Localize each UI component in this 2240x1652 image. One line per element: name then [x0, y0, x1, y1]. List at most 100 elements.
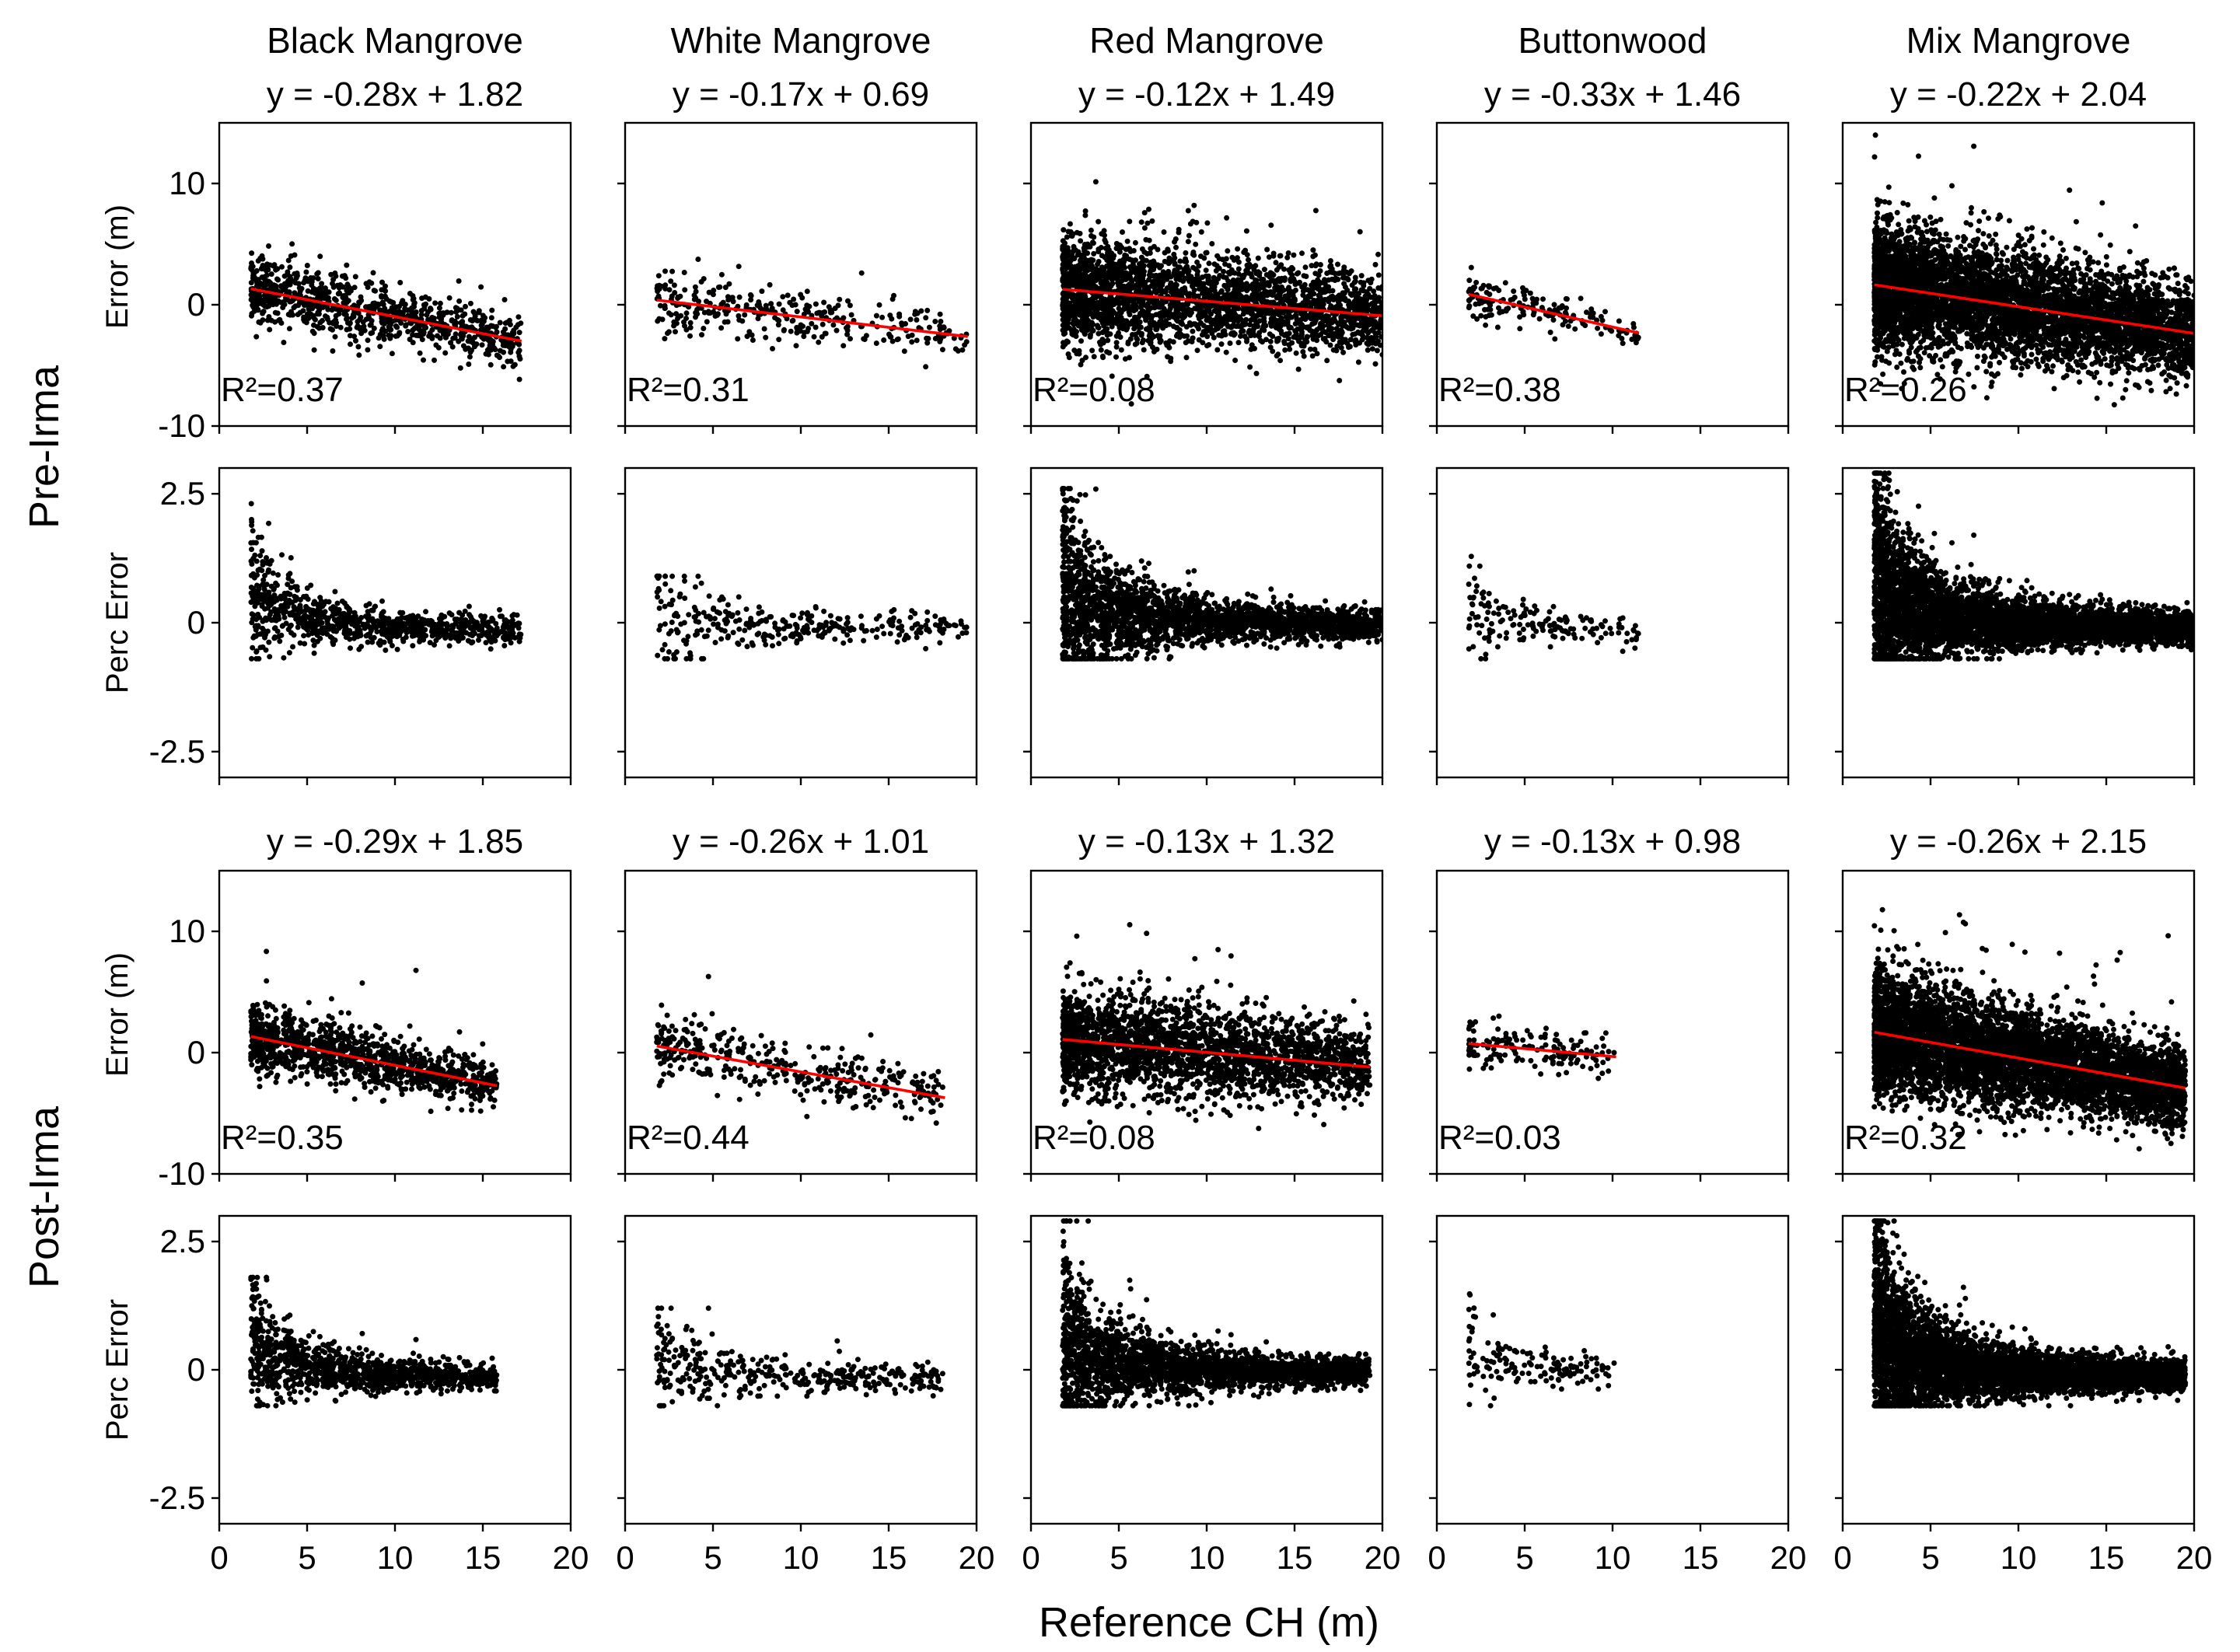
perc-error-scatter: 0 5 10 15 20 — [616, 1214, 995, 1576]
perc-error-point-cloud — [1871, 470, 2194, 662]
error-point-cloud — [1060, 922, 1373, 1131]
panel-post-irma-black-mangrove: y = -0.29x + 1.85 R²=0.35 -10 0 10 Error (m) -… — [100, 823, 589, 1576]
x-tick-label: 15 — [871, 1539, 907, 1576]
error-scatter: R²=0.26 — [1835, 121, 2196, 434]
x-tick-label: 5 — [704, 1539, 722, 1576]
fit-equation: y = -0.26x + 2.15 — [1890, 823, 2147, 861]
column-title-white-mangrove: White Mangrove — [671, 20, 931, 61]
perc-axes-frame — [624, 466, 978, 779]
panel-post-irma-white-mangrove: y = -0.26x + 1.01 R²=0.44 0 5 10 15 20 — [616, 823, 994, 1576]
x-tick-label: 10 — [1189, 1539, 1225, 1576]
error-scatter: R²=0.35 -10 0 10 Error (m) — [100, 869, 572, 1192]
regression-line — [250, 1035, 498, 1088]
x-tick-label: 15 — [1277, 1539, 1313, 1576]
fit-equation: y = -0.17x + 0.69 — [673, 75, 929, 114]
regression-line — [1874, 283, 2194, 335]
row-label-post-irma: Post-Irma — [21, 1105, 68, 1288]
perc-error-scatter — [1023, 466, 1384, 785]
x-tick-label: 20 — [959, 1539, 995, 1576]
error-points — [654, 257, 970, 370]
column-title-mix-mangrove: Mix Mangrove — [1906, 20, 2131, 61]
error-points — [1466, 264, 1641, 347]
figure-labels: Pre-Irma Post-Irma Reference CH (m) — [21, 365, 1379, 1646]
x-tick-label: 0 — [1833, 1539, 1851, 1576]
perc-error-scatter — [617, 466, 978, 785]
fit-equation: y = -0.33x + 1.46 — [1484, 75, 1741, 114]
x-tick-label: 10 — [1595, 1539, 1631, 1576]
perc-y-axis-label: Perc Error — [100, 552, 135, 693]
x-tick-label: 5 — [1515, 1539, 1533, 1576]
perc-error-scatter: -2.5 0 2.5 Perc Error — [100, 466, 572, 785]
fit-equation: y = -0.22x + 2.04 — [1890, 75, 2147, 114]
column-title-red-mangrove: Red Mangrove — [1089, 20, 1324, 61]
x-tick-label: 15 — [2088, 1539, 2125, 1576]
error-y-tick-label: 0 — [187, 286, 205, 323]
perc-error-point-cloud — [1466, 554, 1641, 662]
regression-line — [1062, 1038, 1371, 1069]
error-scatter: R²=0.08 — [1023, 121, 1384, 434]
error-scatter: R²=0.44 — [617, 869, 978, 1182]
regression-line — [656, 1044, 945, 1099]
r-squared-label: R²=0.26 — [1844, 371, 1967, 409]
panel-grid: y = -0.28x + 1.82 R²=0.37 -10 0 10 Error (m) -… — [100, 75, 2212, 1576]
x-tick-label: 15 — [1683, 1539, 1719, 1576]
perc-y-tick-label: -2.5 — [149, 733, 205, 770]
perc-y-axis-label: Perc Error — [100, 1299, 135, 1441]
error-point-cloud — [1466, 264, 1641, 347]
fit-equation: y = -0.28x + 1.82 — [267, 75, 523, 114]
error-y-tick-label: 10 — [169, 913, 205, 949]
error-scatter: R²=0.08 — [1023, 869, 1384, 1182]
perc-error-point-cloud — [654, 1305, 945, 1409]
x-tick-label: 20 — [2176, 1539, 2213, 1576]
error-point-cloud — [1871, 906, 2189, 1152]
error-point-cloud — [654, 257, 970, 370]
r-squared-label: R²=0.08 — [1033, 1119, 1155, 1157]
error-point-cloud — [1466, 1013, 1617, 1081]
error-points — [1871, 132, 2194, 408]
error-points — [1060, 922, 1373, 1131]
r-squared-label: R²=0.31 — [627, 371, 750, 409]
x-tick-label: 0 — [210, 1539, 228, 1576]
regression-line — [1874, 1030, 2186, 1090]
panel-post-irma-buttonwood: y = -0.13x + 0.98 R²=0.03 0 5 10 15 20 — [1428, 823, 1806, 1576]
panel-pre-irma-mix-mangrove: y = -0.22x + 2.04 R²=0.26 — [1835, 75, 2196, 785]
perc-error-points — [248, 1274, 500, 1409]
regression-line — [1468, 292, 1640, 335]
perc-y-tick-label: -2.5 — [149, 1479, 205, 1516]
error-points — [1466, 1013, 1617, 1081]
regression-line — [1468, 1042, 1616, 1059]
perc-error-point-cloud — [1466, 1291, 1617, 1409]
perc-error-point-cloud — [1060, 1218, 1373, 1409]
r-squared-label: R²=0.08 — [1033, 371, 1155, 409]
perc-y-tick-label: 0 — [187, 1351, 205, 1388]
error-y-axis-label: Error (m) — [100, 952, 135, 1077]
perc-error-scatter — [1835, 466, 2196, 785]
r-squared-label: R²=0.32 — [1844, 1119, 1967, 1157]
fit-equation: y = -0.12x + 1.49 — [1078, 75, 1335, 114]
perc-y-tick-label: 2.5 — [160, 475, 205, 512]
row-label-pre-irma: Pre-Irma — [21, 365, 68, 529]
error-points — [248, 241, 524, 382]
x-tick-label: 0 — [1022, 1539, 1040, 1576]
error-points — [1871, 906, 2189, 1152]
error-scatter: R²=0.37 -10 0 10 Error (m) — [100, 121, 572, 444]
perc-error-points — [1060, 486, 1382, 662]
x-tick-label: 0 — [616, 1539, 634, 1576]
error-point-cloud — [654, 973, 945, 1126]
x-tick-label: 20 — [553, 1539, 589, 1576]
error-scatter: R²=0.31 — [617, 121, 978, 434]
perc-error-point-cloud — [248, 501, 524, 662]
perc-error-scatter: 0 5 10 15 20 — [1022, 1214, 1400, 1576]
regression-line — [656, 299, 968, 338]
panel-pre-irma-buttonwood: y = -0.33x + 1.46 R²=0.38 — [1429, 75, 1790, 785]
perc-error-points — [1060, 1218, 1373, 1409]
r-squared-label: R²=0.37 — [221, 371, 344, 409]
x-tick-label: 10 — [783, 1539, 819, 1576]
column-titles: Black Mangrove White Mangrove Red Mangrove… — [267, 20, 2130, 61]
regression-line — [1062, 288, 1382, 317]
fit-equation: y = -0.29x + 1.85 — [267, 823, 523, 861]
panel-pre-irma-red-mangrove: y = -0.12x + 1.49 R²=0.08 — [1023, 75, 1384, 785]
error-points — [654, 973, 945, 1126]
